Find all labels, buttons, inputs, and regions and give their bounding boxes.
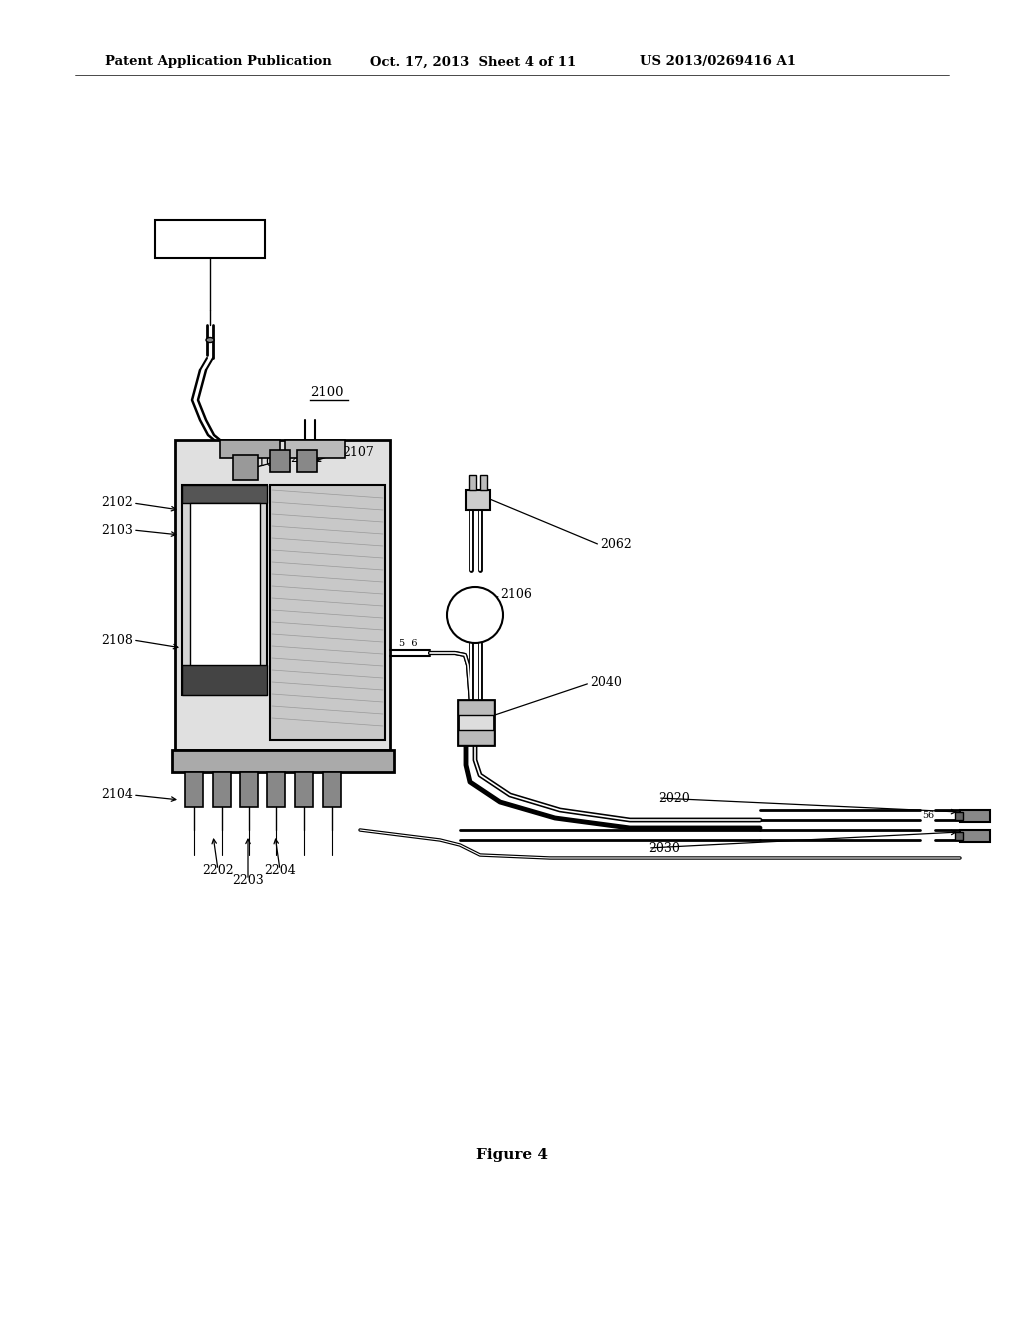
Bar — [285, 440, 345, 458]
Bar — [233, 455, 258, 480]
Bar — [172, 750, 394, 772]
Bar — [182, 484, 267, 503]
Bar — [185, 772, 203, 807]
Text: 2106: 2106 — [500, 589, 531, 602]
Bar — [955, 832, 963, 840]
Bar — [220, 440, 280, 458]
Text: 2204: 2204 — [264, 863, 296, 876]
Bar — [267, 772, 285, 807]
Text: 2101: 2101 — [290, 451, 322, 465]
Bar — [961, 810, 990, 822]
Bar — [270, 484, 385, 741]
Text: US 2013/0269416 A1: US 2013/0269416 A1 — [640, 55, 796, 69]
Bar — [961, 830, 990, 842]
Circle shape — [447, 587, 503, 643]
Text: 2107: 2107 — [342, 446, 374, 458]
Bar — [182, 665, 267, 696]
Text: Patent Application Publication: Patent Application Publication — [105, 55, 332, 69]
Text: 2102: 2102 — [101, 496, 133, 510]
Text: 2103: 2103 — [101, 524, 133, 536]
Text: 3020: 3020 — [193, 232, 227, 246]
Bar — [458, 700, 494, 715]
Text: 2105: 2105 — [250, 455, 282, 469]
Bar — [240, 772, 258, 807]
Text: 6: 6 — [927, 810, 933, 820]
Bar — [155, 220, 265, 257]
Bar — [955, 812, 963, 820]
Text: 2030: 2030 — [648, 842, 680, 854]
Text: 2104: 2104 — [101, 788, 133, 801]
Text: 2202: 2202 — [202, 863, 233, 876]
Text: Oct. 17, 2013  Sheet 4 of 11: Oct. 17, 2013 Sheet 4 of 11 — [370, 55, 577, 69]
Text: 2020: 2020 — [658, 792, 690, 804]
Text: Figure 4: Figure 4 — [476, 1148, 548, 1162]
Text: 2062: 2062 — [600, 539, 632, 552]
Bar — [466, 490, 490, 510]
Bar — [190, 503, 260, 668]
Bar — [458, 730, 494, 744]
Text: 5  6: 5 6 — [398, 639, 417, 648]
Bar — [469, 475, 476, 490]
Bar — [270, 450, 290, 473]
Bar — [480, 475, 487, 490]
Ellipse shape — [206, 338, 214, 342]
Text: 2203: 2203 — [232, 874, 264, 887]
Text: 5: 5 — [922, 810, 928, 820]
Bar — [323, 772, 341, 807]
Text: 2100: 2100 — [310, 385, 343, 399]
Bar — [297, 450, 317, 473]
Bar — [182, 484, 267, 696]
Bar — [175, 440, 390, 750]
Text: 2108: 2108 — [101, 634, 133, 647]
Text: 2040: 2040 — [590, 676, 622, 689]
Bar — [295, 772, 313, 807]
Bar — [213, 772, 231, 807]
Bar — [458, 700, 494, 744]
